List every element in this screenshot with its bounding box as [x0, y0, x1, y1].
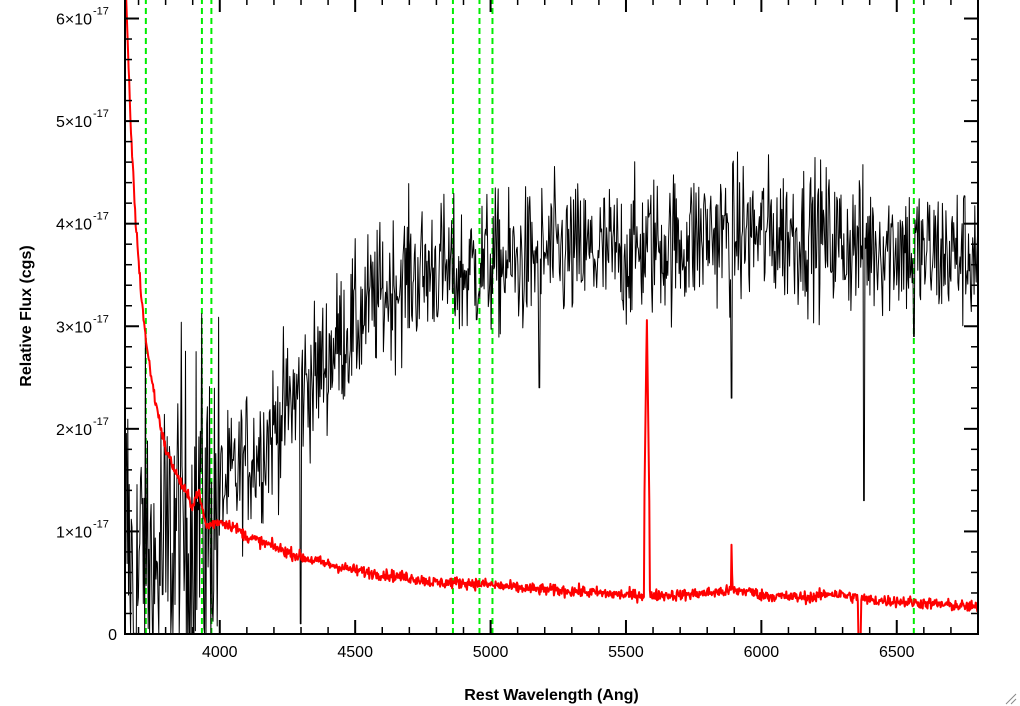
y-tick-label: 2×10	[56, 422, 92, 439]
y-tick-label: 3×10	[56, 319, 92, 336]
resize-grip-icon	[1005, 693, 1017, 705]
x-tick-label: 6000	[744, 644, 780, 661]
y-tick-exponent: -17	[93, 211, 109, 223]
error-series-line	[125, 0, 979, 635]
x-tick-label: 6500	[879, 644, 915, 661]
x-tick-label: 4000	[202, 644, 238, 661]
x-tick-label: 5500	[608, 644, 644, 661]
y-tick-label: 4×10	[56, 217, 92, 234]
y-tick-exponent: -17	[93, 518, 109, 530]
plot-frame	[124, 0, 979, 635]
x-axis-label: Rest Wavelength (Ang)	[464, 687, 639, 704]
y-tick-exponent: -17	[93, 108, 109, 120]
y-tick-label: 5×10	[56, 114, 92, 131]
series-layer	[124, 0, 979, 635]
y-tick-label: 0	[108, 627, 117, 644]
y-axis-label: Relative Flux (cgs)	[18, 245, 35, 386]
x-tick-label: 5000	[473, 644, 509, 661]
y-tick-label: 1×10	[56, 524, 92, 541]
y-tick-exponent: -17	[93, 416, 109, 428]
y-tick-label: 6×10	[56, 12, 92, 29]
y-tick-exponent: -17	[93, 6, 109, 18]
x-tick-label: 4500	[337, 644, 373, 661]
y-tick-exponent: -17	[93, 313, 109, 325]
spectrum-series-line	[124, 151, 979, 635]
